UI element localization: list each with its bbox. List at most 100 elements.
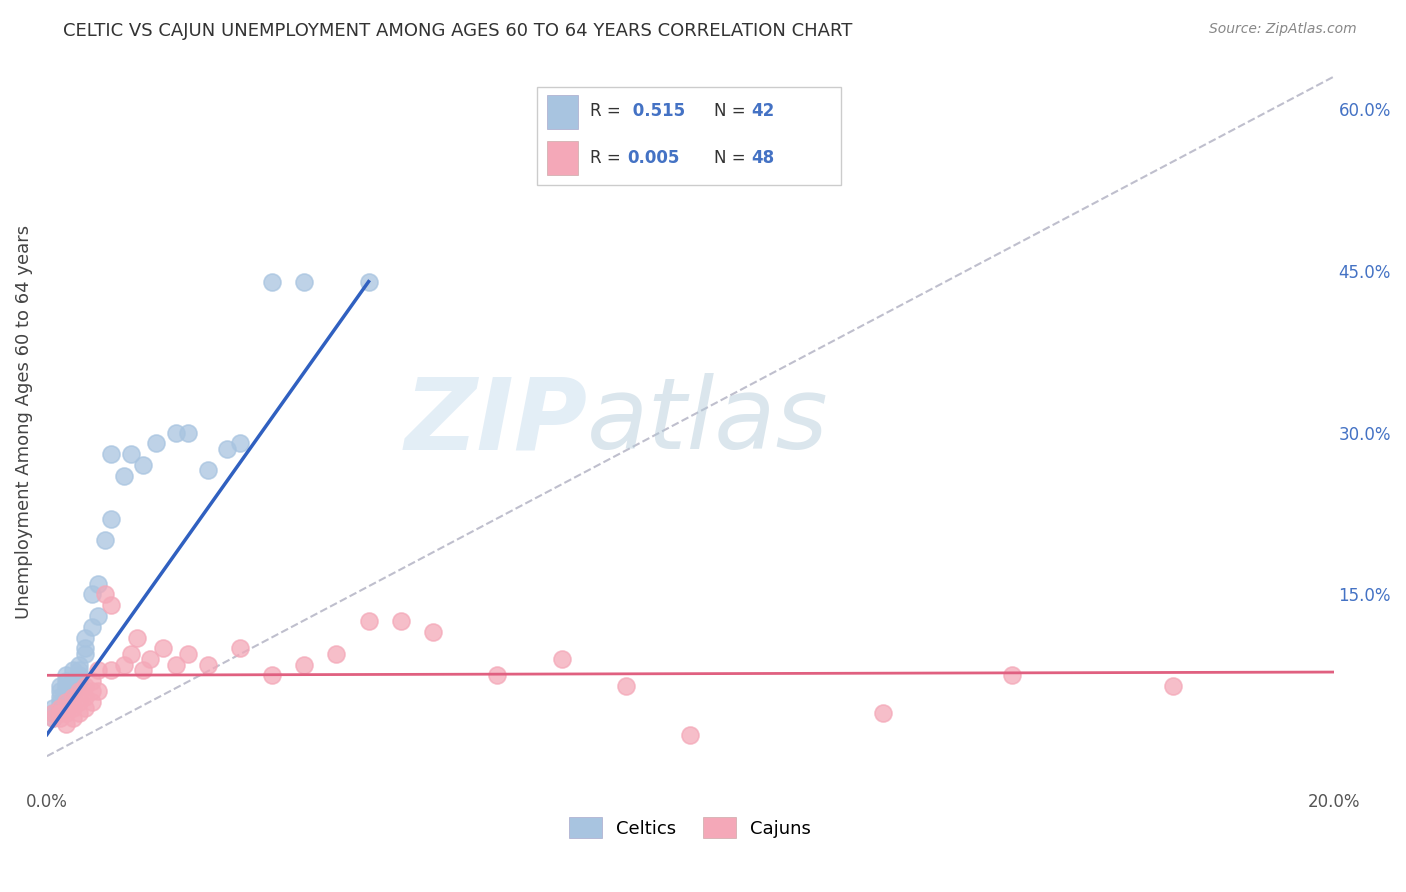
Text: atlas: atlas <box>588 374 830 470</box>
Text: R =: R = <box>591 103 626 120</box>
Point <box>67 695 90 709</box>
Text: 42: 42 <box>751 103 775 120</box>
Point <box>67 706 90 720</box>
Point <box>145 436 167 450</box>
Point <box>55 679 77 693</box>
Point <box>62 684 84 698</box>
Point <box>55 684 77 698</box>
Point <box>120 447 142 461</box>
Point <box>100 512 122 526</box>
Point <box>75 641 97 656</box>
Text: ZIP: ZIP <box>405 374 588 470</box>
Point <box>75 647 97 661</box>
Point <box>67 657 90 672</box>
Text: 0.005: 0.005 <box>627 149 679 167</box>
Point <box>42 711 65 725</box>
Point <box>197 657 219 672</box>
Point <box>75 690 97 704</box>
Point <box>55 716 77 731</box>
Point <box>42 706 65 720</box>
Point <box>357 275 380 289</box>
Point <box>87 684 110 698</box>
Point <box>49 679 72 693</box>
Point <box>75 679 97 693</box>
Point <box>197 463 219 477</box>
Text: 48: 48 <box>751 149 773 167</box>
Point <box>87 576 110 591</box>
Point <box>49 700 72 714</box>
Point <box>292 657 315 672</box>
Point <box>62 711 84 725</box>
Text: N =: N = <box>714 103 751 120</box>
Y-axis label: Unemployment Among Ages 60 to 64 years: Unemployment Among Ages 60 to 64 years <box>15 225 32 619</box>
FancyBboxPatch shape <box>537 87 841 186</box>
Point <box>75 631 97 645</box>
Point <box>62 700 84 714</box>
Point <box>49 711 72 725</box>
Point <box>357 615 380 629</box>
Point <box>262 668 284 682</box>
Point <box>80 695 103 709</box>
Point <box>62 663 84 677</box>
Point <box>75 700 97 714</box>
Point <box>550 652 572 666</box>
Point <box>177 647 200 661</box>
Point <box>872 706 894 720</box>
Point <box>422 625 444 640</box>
Point <box>55 668 77 682</box>
Bar <box>547 141 578 175</box>
Point <box>62 679 84 693</box>
Point <box>132 663 155 677</box>
Point <box>152 641 174 656</box>
Point <box>292 275 315 289</box>
Point <box>55 706 77 720</box>
Point <box>679 728 702 742</box>
Point <box>229 641 252 656</box>
Text: CELTIC VS CAJUN UNEMPLOYMENT AMONG AGES 60 TO 64 YEARS CORRELATION CHART: CELTIC VS CAJUN UNEMPLOYMENT AMONG AGES … <box>63 22 852 40</box>
Bar <box>547 95 578 128</box>
Point <box>67 673 90 688</box>
Point <box>67 663 90 677</box>
Point <box>1161 679 1184 693</box>
Point <box>42 706 65 720</box>
Point <box>165 425 187 440</box>
Point <box>87 609 110 624</box>
Point <box>62 690 84 704</box>
Text: R =: R = <box>591 149 626 167</box>
Text: 0.515: 0.515 <box>627 103 685 120</box>
Point <box>132 458 155 472</box>
Point <box>389 615 412 629</box>
Point <box>229 436 252 450</box>
Point <box>80 673 103 688</box>
Point <box>165 657 187 672</box>
Point <box>62 673 84 688</box>
Point <box>49 695 72 709</box>
Point <box>120 647 142 661</box>
Point <box>49 684 72 698</box>
Point <box>614 679 637 693</box>
Point <box>100 447 122 461</box>
Point <box>55 673 77 688</box>
Point <box>55 695 77 709</box>
Point <box>125 631 148 645</box>
Point <box>94 533 117 548</box>
Point <box>112 657 135 672</box>
Legend: Celtics, Cajuns: Celtics, Cajuns <box>562 810 818 846</box>
Point <box>486 668 509 682</box>
Point <box>80 620 103 634</box>
Point <box>262 275 284 289</box>
Text: N =: N = <box>714 149 751 167</box>
Point <box>112 468 135 483</box>
Point <box>80 684 103 698</box>
Point <box>67 684 90 698</box>
Point <box>67 668 90 682</box>
Point <box>100 598 122 612</box>
Point <box>87 663 110 677</box>
Point <box>49 706 72 720</box>
Point <box>1001 668 1024 682</box>
Point <box>55 690 77 704</box>
Point <box>42 700 65 714</box>
Point <box>80 587 103 601</box>
Point <box>215 442 238 456</box>
Point <box>177 425 200 440</box>
